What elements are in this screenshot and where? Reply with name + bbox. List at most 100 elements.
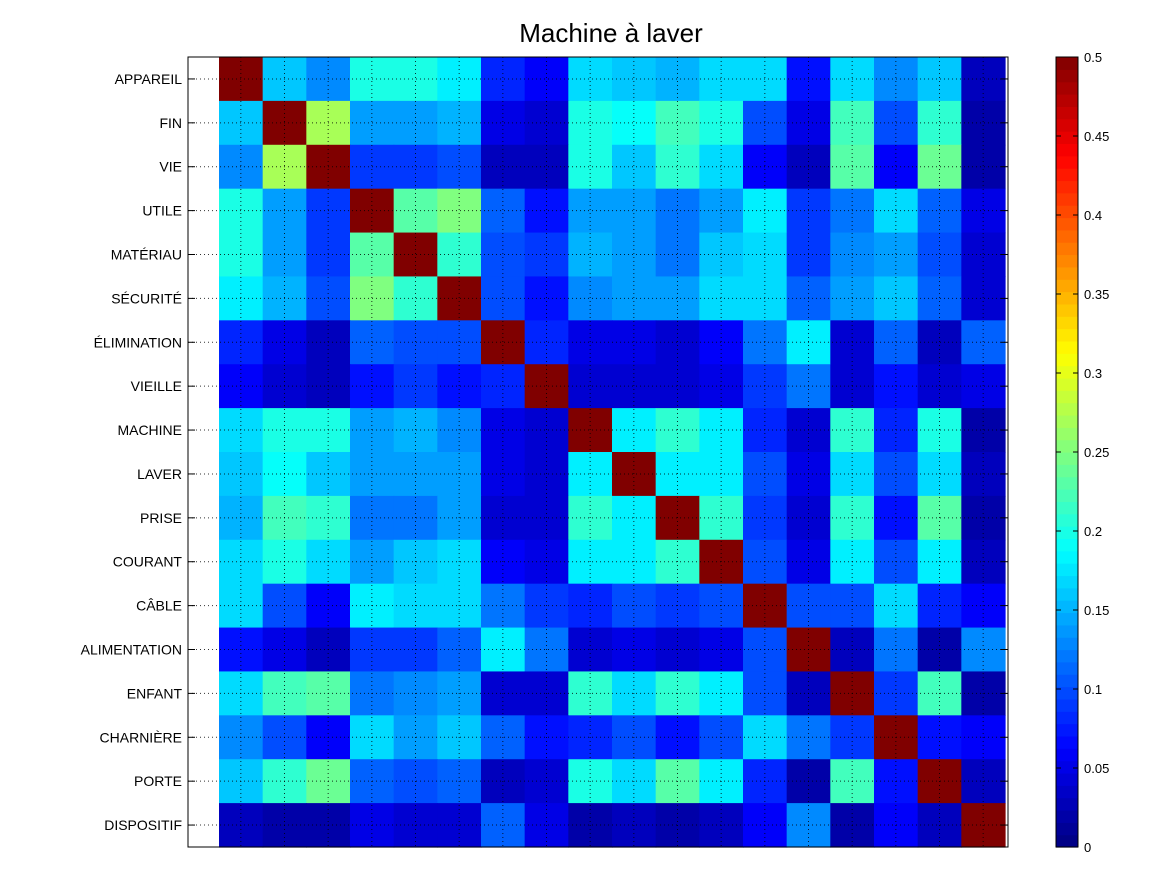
heatmap-cell	[481, 232, 526, 278]
heatmap-cell	[568, 144, 613, 190]
y-tick-label: FIN	[159, 115, 182, 131]
heatmap-cell	[481, 364, 526, 409]
colorbar-swatch	[1056, 563, 1078, 577]
colorbar-swatch	[1056, 711, 1078, 725]
colorbar-swatch	[1056, 464, 1078, 478]
y-tick-label: UTILE	[142, 203, 182, 219]
colorbar-swatch	[1056, 303, 1078, 317]
heatmap-cell	[655, 144, 700, 190]
y-tick-label: CÂBLE	[136, 598, 182, 614]
y-tick-label: PRISE	[140, 510, 182, 526]
colorbar-swatch	[1056, 192, 1078, 206]
colorbar-swatch	[1056, 69, 1078, 83]
colorbar-swatch	[1056, 748, 1078, 762]
heatmap-cell	[393, 495, 438, 541]
heatmap-cell	[568, 100, 613, 146]
colorbar-swatch	[1056, 661, 1078, 675]
colorbar-swatch	[1056, 353, 1078, 367]
heatmap-cells	[219, 57, 1006, 848]
colorbar-swatch	[1056, 377, 1078, 391]
heatmap-cell	[481, 57, 526, 102]
colorbar-swatch	[1056, 834, 1078, 848]
colorbar-swatch	[1056, 822, 1078, 836]
colorbar-swatch	[1056, 205, 1078, 219]
y-tick-label: MATÉRIAU	[111, 247, 182, 263]
colorbar-swatch	[1056, 686, 1078, 700]
colorbar-tick-label: 0.15	[1084, 603, 1109, 618]
heatmap-cell	[568, 188, 613, 234]
y-tick-label: LAVER	[137, 466, 182, 482]
y-tick-label: VIEILLE	[131, 378, 182, 394]
heatmap-cell	[568, 364, 613, 409]
colorbar-swatch	[1056, 155, 1078, 169]
y-tick-label: VIE	[159, 159, 182, 175]
heatmap-cell	[961, 364, 1006, 409]
heatmap-cell	[524, 100, 569, 146]
colorbar-tick-label: 0.25	[1084, 445, 1109, 460]
y-tick-label: SÉCURITÉ	[111, 290, 182, 306]
heatmap-cell	[437, 57, 482, 102]
heatmap-cell	[568, 57, 613, 102]
heatmap-cell	[743, 539, 788, 585]
heatmap-cell	[612, 364, 657, 409]
heatmap-cell	[219, 495, 264, 541]
colorbar-swatch	[1056, 526, 1078, 539]
y-tick-label: APPAREIL	[115, 71, 183, 87]
grid-lines	[188, 57, 1008, 847]
heatmap-cell	[917, 495, 962, 541]
y-tick-label: ÉLIMINATION	[94, 334, 182, 350]
colorbar-swatch	[1056, 402, 1078, 416]
heatmap-cell	[481, 320, 526, 365]
heatmap-cell	[524, 57, 569, 102]
colorbar-swatch	[1056, 809, 1078, 823]
heatmap-cell	[481, 188, 526, 234]
heatmap-cell	[743, 57, 788, 102]
heatmap-cell	[568, 276, 613, 321]
y-tick-label: COURANT	[113, 554, 183, 570]
heatmap-cell	[568, 539, 613, 585]
colorbar-swatch	[1056, 550, 1078, 564]
colorbar-swatch	[1056, 760, 1078, 774]
colorbar-swatch	[1056, 229, 1078, 243]
colorbar-tick-label: 0.2	[1084, 524, 1102, 539]
colorbar-swatch	[1056, 735, 1078, 749]
heatmap-cell	[524, 276, 569, 321]
colorbar-swatch	[1056, 57, 1078, 70]
heatmap-cell	[655, 57, 700, 102]
heatmap-cell	[612, 100, 657, 146]
heatmap-cell	[437, 188, 482, 234]
y-tick-labels: APPAREIL FIN VIE UTILE MATÉRIAU SÉCURITÉ ÉLIMI…	[81, 71, 183, 833]
colorbar-swatch	[1056, 489, 1078, 502]
heatmap-cell	[655, 320, 700, 365]
colorbar-tick-label: 0.45	[1084, 129, 1109, 144]
heatmap-cell	[524, 144, 569, 190]
colorbar-tick-label: 0.4	[1084, 208, 1102, 223]
colorbar-swatch	[1056, 797, 1078, 811]
colorbar-swatch	[1056, 168, 1078, 182]
colorbar-swatch	[1056, 624, 1078, 638]
heatmap-cell	[481, 276, 526, 321]
colorbar-swatch	[1056, 538, 1078, 552]
colorbar-swatch	[1056, 600, 1078, 614]
heatmap-cell	[612, 144, 657, 190]
colorbar-swatch	[1056, 266, 1078, 280]
colorbar-swatch	[1056, 674, 1078, 688]
heatmap-cell	[481, 100, 526, 146]
heatmap-cell	[917, 57, 962, 102]
colorbar-swatch	[1056, 390, 1078, 404]
heatmap-cell	[568, 495, 613, 541]
heatmap-cell	[219, 539, 264, 585]
colorbar-swatch	[1056, 81, 1078, 95]
heatmap-cell	[612, 188, 657, 234]
heatmap-cell	[568, 232, 613, 278]
heatmap-cell	[524, 232, 569, 278]
colorbar-swatch	[1056, 612, 1078, 626]
y-tick-label: PORTE	[134, 773, 182, 789]
heatmap-cell	[612, 276, 657, 321]
colorbar-swatch	[1056, 427, 1078, 441]
y-tick-marks	[188, 78, 1008, 826]
heatmap-cell	[655, 276, 700, 321]
heatmap-cell	[612, 57, 657, 102]
colorbar-swatch	[1056, 242, 1078, 256]
heatmap-cell	[481, 144, 526, 190]
